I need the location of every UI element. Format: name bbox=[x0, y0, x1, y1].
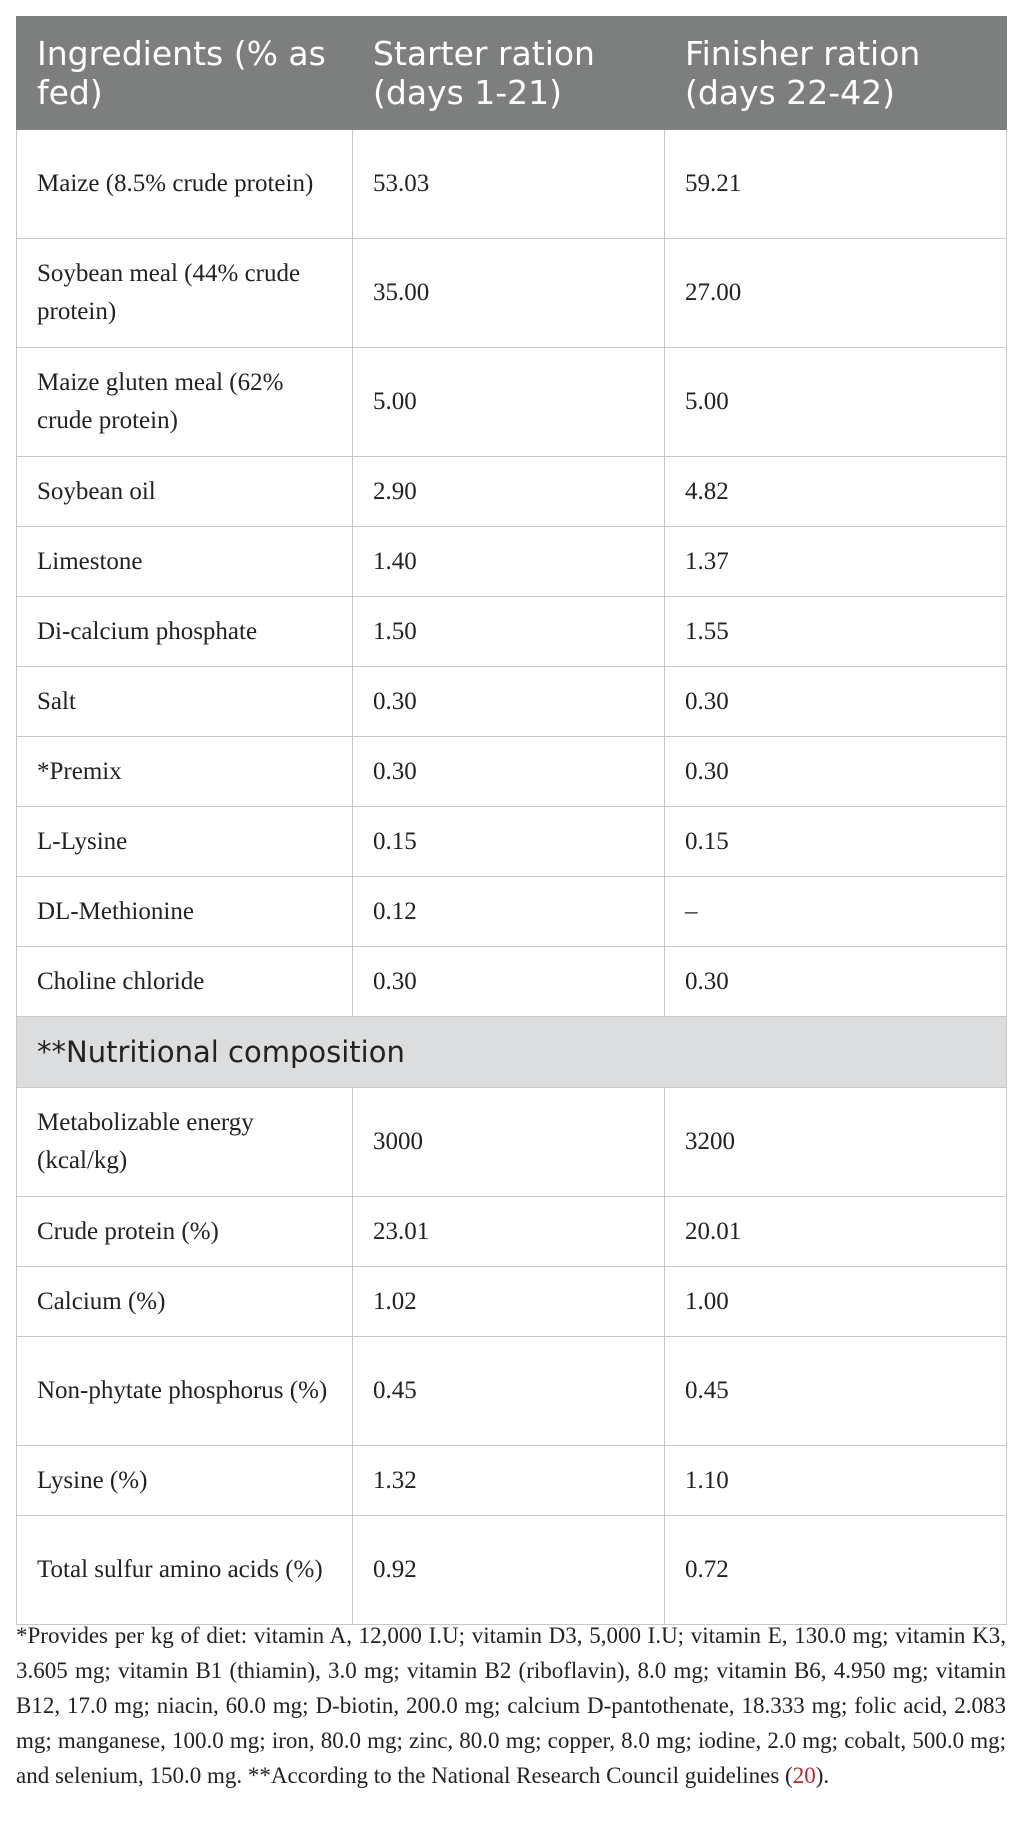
footnote-end: ). bbox=[815, 1763, 830, 1788]
label-cell: Metabolizable energy (kcal/kg) bbox=[16, 1087, 353, 1197]
table-row: *Premix 0.30 0.30 bbox=[16, 736, 1007, 807]
value-cell: 1.02 bbox=[352, 1266, 665, 1337]
value-cell: 3000 bbox=[352, 1087, 665, 1197]
label-cell: *Premix bbox=[16, 736, 353, 807]
value-cell: 3200 bbox=[664, 1087, 1007, 1197]
header-row: Ingredients (% as fed) Starter ration (da… bbox=[16, 16, 1007, 130]
label-cell: Choline chloride bbox=[16, 946, 353, 1017]
value-cell: 0.12 bbox=[352, 876, 665, 947]
label-cell: DL-Methionine bbox=[16, 876, 353, 947]
value-cell: 0.15 bbox=[352, 806, 665, 877]
value-cell: 59.21 bbox=[664, 129, 1007, 239]
label-cell: L-Lysine bbox=[16, 806, 353, 877]
value-cell: 1.37 bbox=[664, 526, 1007, 597]
value-cell: 53.03 bbox=[352, 129, 665, 239]
value-cell: 0.30 bbox=[352, 736, 665, 807]
label-cell: Maize gluten meal (62% crude protein) bbox=[16, 347, 353, 457]
table-row: Soybean meal (44% crude protein) 35.00 27.… bbox=[16, 238, 1007, 348]
table-row: Lysine (%) 1.32 1.10 bbox=[16, 1445, 1007, 1516]
label-cell: Soybean oil bbox=[16, 456, 353, 527]
table-row: DL-Methionine 0.12– bbox=[16, 876, 1007, 947]
value-cell: 5.00 bbox=[664, 347, 1007, 457]
value-cell: 1.10 bbox=[664, 1445, 1007, 1516]
header-cell: Ingredients (% as fed) bbox=[16, 16, 353, 130]
value-cell: 0.15 bbox=[664, 806, 1007, 877]
value-cell: 0.72 bbox=[664, 1515, 1007, 1625]
table-row: L-Lysine 0.15 0.15 bbox=[16, 806, 1007, 877]
label-cell: Limestone bbox=[16, 526, 353, 597]
table-row: Crude protein (%) 23.01 20.01 bbox=[16, 1196, 1007, 1267]
table-row: Maize gluten meal (62% crude protein) 5.0… bbox=[16, 347, 1007, 457]
label-cell: Non-phytate phosphorus (%) bbox=[16, 1336, 353, 1446]
value-cell: 35.00 bbox=[352, 238, 665, 348]
table-row: Non-phytate phosphorus (%) 0.45 0.45 bbox=[16, 1336, 1007, 1446]
footnote: *Provides per kg of diet: vitamin A, 12,… bbox=[16, 1618, 1006, 1793]
label-cell: Crude protein (%) bbox=[16, 1196, 353, 1267]
table-row: Metabolizable energy (kcal/kg) 3000 3200 bbox=[16, 1087, 1007, 1197]
label-cell: Soybean meal (44% crude protein) bbox=[16, 238, 353, 348]
value-cell: 4.82 bbox=[664, 456, 1007, 527]
value-cell: 1.00 bbox=[664, 1266, 1007, 1337]
table-row: Soybean oil 2.90 4.82 bbox=[16, 456, 1007, 527]
table-row: Limestone 1.40 1.37 bbox=[16, 526, 1007, 597]
value-cell: 5.00 bbox=[352, 347, 665, 457]
value-cell: 20.01 bbox=[664, 1196, 1007, 1267]
header-cell: Finisher ration (days 22-42) bbox=[664, 16, 1007, 130]
value-cell: – bbox=[664, 876, 1007, 947]
table-row: Di-calcium phosphate 1.50 1.55 bbox=[16, 596, 1007, 667]
ration-table: Ingredients (% as fed) Starter ration (da… bbox=[16, 16, 1007, 1625]
value-cell: 0.30 bbox=[352, 946, 665, 1017]
section-row: **Nutritional composition bbox=[16, 1016, 1007, 1088]
value-cell: 1.40 bbox=[352, 526, 665, 597]
label-cell: Di-calcium phosphate bbox=[16, 596, 353, 667]
footnote-text: *Provides per kg of diet: vitamin A, 12,… bbox=[16, 1623, 1006, 1788]
label-cell: Lysine (%) bbox=[16, 1445, 353, 1516]
table-row: Choline chloride 0.30 0.30 bbox=[16, 946, 1007, 1017]
table-body: Maize (8.5% crude protein) 53.03 59.21 Soyb… bbox=[16, 129, 1007, 1625]
value-cell: 0.92 bbox=[352, 1515, 665, 1625]
label-cell: Salt bbox=[16, 666, 353, 737]
table-row: Maize (8.5% crude protein) 53.03 59.21 bbox=[16, 129, 1007, 239]
table-row: Salt 0.30 0.30 bbox=[16, 666, 1007, 737]
label-cell: Maize (8.5% crude protein) bbox=[16, 129, 353, 239]
section-heading: **Nutritional composition bbox=[16, 1016, 1007, 1088]
reference-link[interactable]: 20 bbox=[792, 1763, 816, 1788]
value-cell: 23.01 bbox=[352, 1196, 665, 1267]
value-cell: 1.32 bbox=[352, 1445, 665, 1516]
value-cell: 0.45 bbox=[664, 1336, 1007, 1446]
value-cell: 0.30 bbox=[352, 666, 665, 737]
value-cell: 0.30 bbox=[664, 946, 1007, 1017]
table-row: Calcium (%) 1.02 1.00 bbox=[16, 1266, 1007, 1337]
value-cell: 0.30 bbox=[664, 666, 1007, 737]
value-cell: 2.90 bbox=[352, 456, 665, 527]
value-cell: 1.55 bbox=[664, 596, 1007, 667]
label-cell: Calcium (%) bbox=[16, 1266, 353, 1337]
header-cell: Starter ration (days 1-21) bbox=[352, 16, 665, 130]
value-cell: 27.00 bbox=[664, 238, 1007, 348]
value-cell: 0.45 bbox=[352, 1336, 665, 1446]
label-cell: Total sulfur amino acids (%) bbox=[16, 1515, 353, 1625]
value-cell: 1.50 bbox=[352, 596, 665, 667]
table-row: Total sulfur amino acids (%) 0.92 0.72 bbox=[16, 1515, 1007, 1625]
value-cell: 0.30 bbox=[664, 736, 1007, 807]
